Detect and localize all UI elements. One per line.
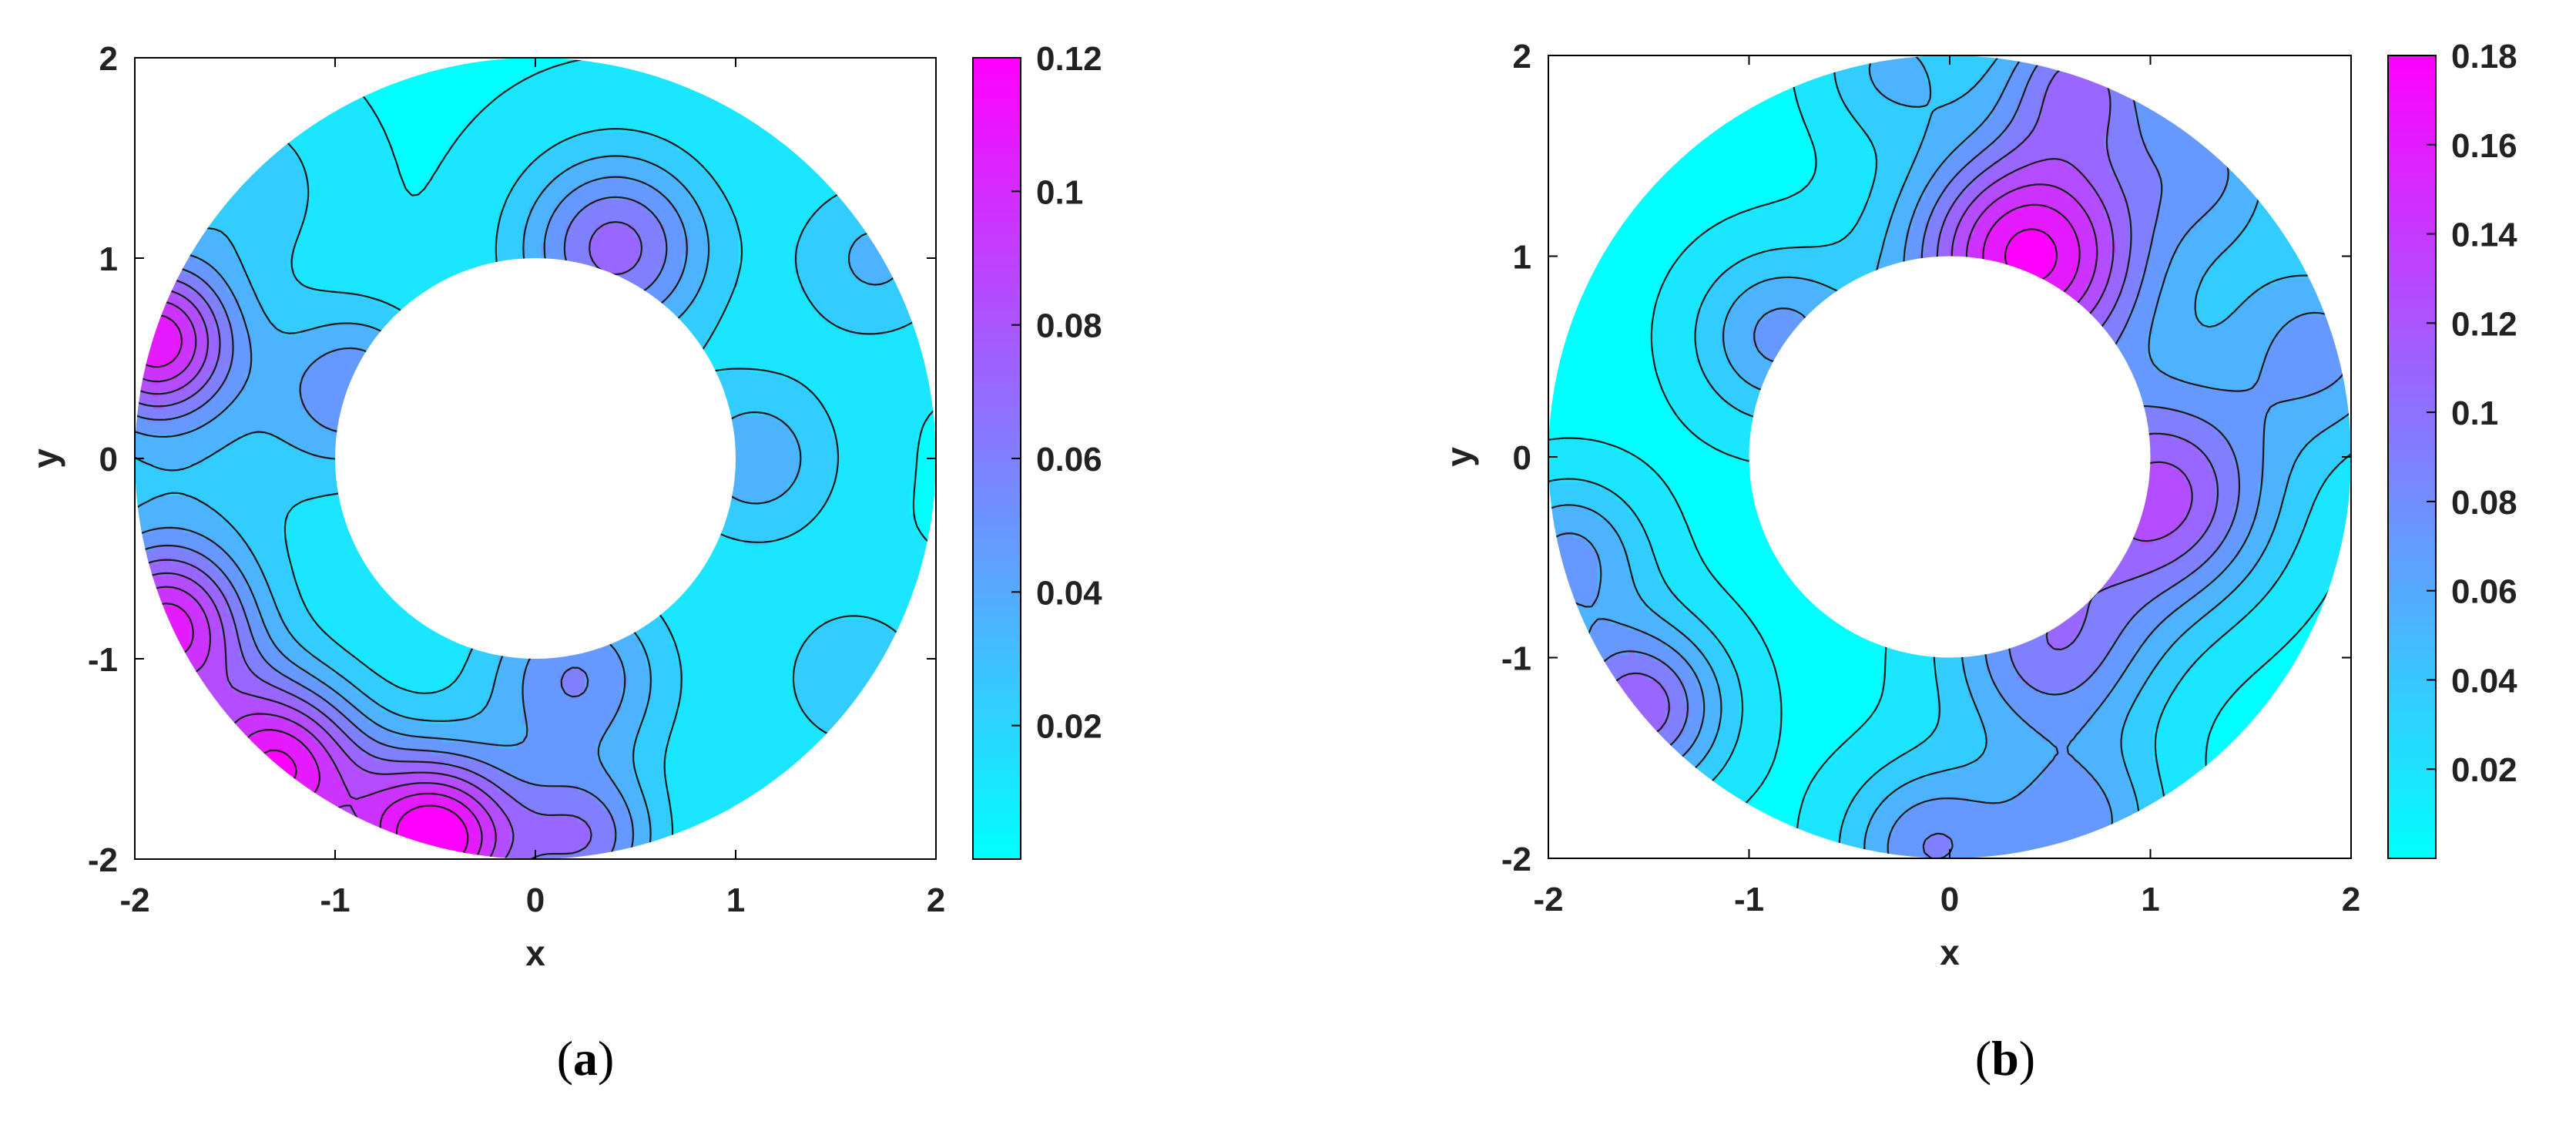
x-tick-label: -2 — [119, 881, 149, 919]
contour-fill — [135, 58, 936, 859]
colorbar-tick-label: 0.04 — [1036, 574, 1102, 612]
x-tick-label: 1 — [726, 881, 745, 919]
x-tick-label: -2 — [1533, 881, 1563, 918]
panel-caption: (a) — [557, 1031, 615, 1086]
y-tick-label: -2 — [88, 841, 118, 879]
y-axis-label: y — [25, 448, 65, 468]
y-tick-label: -1 — [88, 641, 118, 679]
y-tick-label: 2 — [1513, 38, 1531, 76]
x-tick-label: 2 — [927, 881, 945, 919]
panel-a: -2 -1 0 1 2 2 1 0 -1 -2 x y 0.12 0.1 0.08 0.06 0.04 0.02 (… — [25, 40, 1102, 1086]
colorbar-tick-label: 0.18 — [2451, 38, 2517, 76]
y-tick-label: 0 — [99, 441, 118, 478]
colorbar-tick-label: 0.02 — [1036, 708, 1102, 746]
x-tick-label: -1 — [320, 881, 350, 919]
colorbar-tick-label: 0.1 — [2451, 394, 2498, 432]
colorbar-tick-label: 0.14 — [2451, 217, 2517, 254]
y-tick-label: 1 — [1513, 239, 1531, 277]
colorbar-tick-label: 0.06 — [1036, 441, 1102, 478]
colorbar — [2387, 55, 2437, 859]
colorbar-tick-label: 0.02 — [2451, 751, 2517, 789]
colorbar-tick-label: 0.06 — [2451, 573, 2517, 611]
contour-fill — [1548, 55, 2351, 858]
y-tick-label: -2 — [1501, 841, 1531, 878]
y-tick-label: 1 — [99, 240, 118, 278]
y-tick-label: 2 — [99, 40, 118, 78]
colorbar-tick-label: 0.12 — [1036, 40, 1102, 78]
y-axis-label: y — [1439, 447, 1479, 467]
y-tick-label: 0 — [1513, 439, 1531, 477]
x-tick-label: 0 — [1940, 881, 1959, 918]
y-tick-label: -1 — [1501, 640, 1531, 678]
colorbar-tick-label: 0.16 — [2451, 127, 2517, 165]
colorbar-tick-label: 0.1 — [1036, 173, 1083, 211]
colorbar-tick-label: 0.08 — [2451, 484, 2517, 522]
colorbar-tick-label: 0.08 — [1036, 307, 1102, 345]
x-tick-label: -1 — [1734, 881, 1764, 918]
colorbar-tick-label: 0.12 — [2451, 305, 2517, 343]
x-tick-label: 2 — [2342, 881, 2360, 918]
panel-caption: (b) — [1975, 1031, 2035, 1086]
colorbar-tick-label: 0.04 — [2451, 662, 2517, 700]
x-tick-label: 0 — [526, 881, 545, 919]
x-tick-label: 1 — [2141, 881, 2159, 918]
x-axis-label: x — [1940, 932, 1960, 972]
panel-b: -2 -1 0 1 2 2 1 0 -1 -2 x y 0.18 0.16 0.14 0.12 0.1 0.08 0… — [1439, 38, 2517, 1086]
x-axis-label: x — [525, 933, 545, 973]
